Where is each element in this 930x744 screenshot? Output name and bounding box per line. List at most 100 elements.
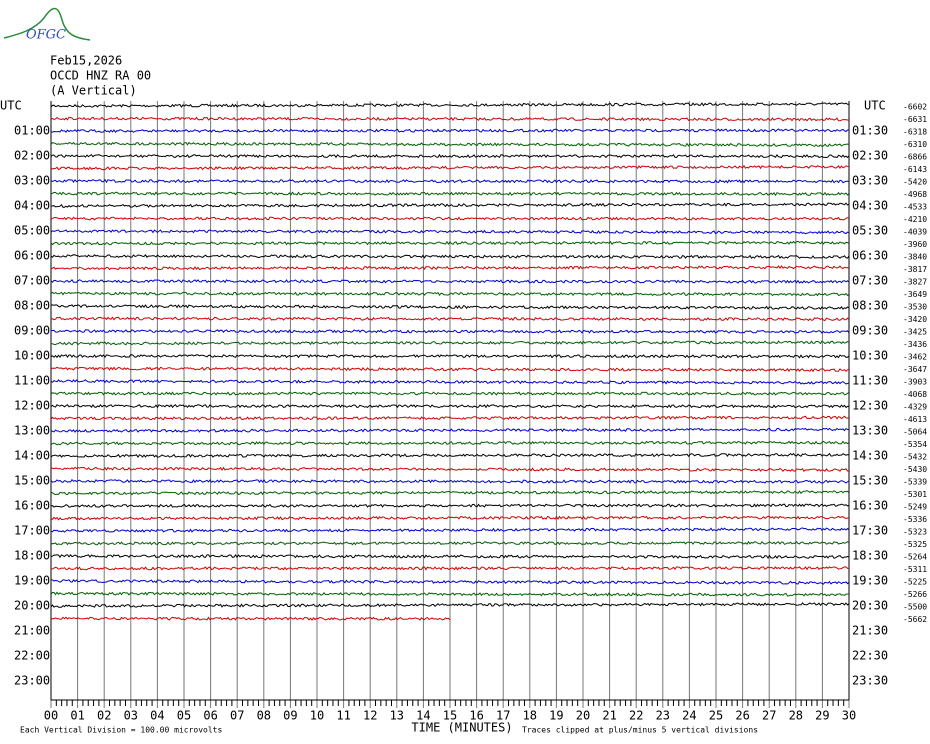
logo-curve <box>3 7 91 41</box>
trace-offset: -5420 <box>903 178 927 187</box>
x-tick-label: 14 <box>416 709 430 723</box>
trace <box>50 616 451 621</box>
trace-offset: -6866 <box>903 153 927 162</box>
left-hour-label: 02:00 <box>14 149 50 163</box>
trace-offset: -3425 <box>903 328 927 337</box>
right-hour-label: 03:30 <box>852 174 888 188</box>
left-hour-label: 17:00 <box>14 524 50 538</box>
trace <box>50 178 850 184</box>
left-hour-label: 18:00 <box>14 549 50 563</box>
trace-offset: -3960 <box>903 240 927 249</box>
trace-offset: -3420 <box>903 315 927 324</box>
x-tick-label: 26 <box>735 709 749 723</box>
x-tick-label: 09 <box>283 709 297 723</box>
trace <box>50 391 850 396</box>
trace <box>50 503 850 508</box>
x-tick-label: 17 <box>496 709 510 723</box>
trace <box>50 379 850 385</box>
trace <box>50 566 850 571</box>
trace <box>50 591 850 597</box>
trace <box>50 540 850 546</box>
trace <box>50 102 850 108</box>
x-tick-label: 03 <box>124 709 138 723</box>
trace <box>50 153 850 159</box>
right-hour-label: 19:30 <box>852 574 888 588</box>
x-tick-label: 29 <box>815 709 829 723</box>
trace-offset: -3649 <box>903 290 927 299</box>
x-tick-label: 19 <box>549 709 563 723</box>
right-hour-label: 15:30 <box>852 474 888 488</box>
trace <box>50 440 850 446</box>
x-tick-label: 25 <box>709 709 723 723</box>
left-hour-label: 23:00 <box>14 674 50 688</box>
trace <box>50 466 850 472</box>
left-hour-label: 05:00 <box>14 224 50 238</box>
x-tick-label: 15 <box>443 709 457 723</box>
x-tick-label: 18 <box>523 709 537 723</box>
left-hour-label: 03:00 <box>14 174 50 188</box>
trace <box>50 490 850 496</box>
trace <box>50 240 850 246</box>
left-hour-label: 15:00 <box>14 474 50 488</box>
trace-offset: -3436 <box>903 340 927 349</box>
x-tick-label: 20 <box>576 709 590 723</box>
trace <box>50 354 850 359</box>
right-hour-label: 22:30 <box>852 649 888 663</box>
right-utc: UTC <box>864 99 886 113</box>
trace-offset: -5662 <box>903 615 927 624</box>
trace-offset: -4210 <box>903 215 927 224</box>
x-tick-label: 30 <box>842 709 856 723</box>
right-hour-label: 06:30 <box>852 249 888 263</box>
x-tick-label: 10 <box>310 709 324 723</box>
trace-offset: -5225 <box>903 578 927 587</box>
logo: OFGC <box>26 28 66 43</box>
trace <box>50 141 850 147</box>
right-hour-label: 11:30 <box>852 374 888 388</box>
trace-offset: -5323 <box>903 528 927 537</box>
trace-offset: -6143 <box>903 165 927 174</box>
right-hour-label: 07:30 <box>852 274 888 288</box>
x-axis-title: TIME (MINUTES) <box>411 721 512 735</box>
left-hour-label: 11:00 <box>14 374 50 388</box>
trace <box>51 578 850 585</box>
trace <box>50 452 850 459</box>
trace <box>50 329 850 334</box>
trace <box>50 278 850 284</box>
trace-offset: -5266 <box>903 590 927 599</box>
x-tick-label: 24 <box>682 709 696 723</box>
trace <box>50 202 850 208</box>
x-tick-label: 16 <box>469 709 483 723</box>
right-hour-label: 20:30 <box>852 599 888 613</box>
trace <box>50 229 850 235</box>
right-hour-label: 08:30 <box>852 299 888 313</box>
clip-note: Traces clipped at plus/minus 5 vertical … <box>522 726 758 735</box>
trace-offset: -5336 <box>903 515 927 524</box>
left-hour-label: 09:00 <box>14 324 50 338</box>
trace-offset: -6318 <box>903 128 927 137</box>
x-tick-label: 06 <box>203 709 217 723</box>
trace <box>50 216 850 221</box>
trace <box>50 366 850 373</box>
right-hour-label: 18:30 <box>852 549 888 563</box>
trace <box>50 553 850 559</box>
right-hour-label: 13:30 <box>852 424 888 438</box>
right-hour-label: 23:30 <box>852 674 888 688</box>
trace-offset: -6310 <box>903 140 927 149</box>
trace-offset: -5339 <box>903 478 927 487</box>
trace-offset: -5249 <box>903 503 927 512</box>
x-tick-label: 05 <box>177 709 191 723</box>
x-tick-label: 22 <box>629 709 643 723</box>
trace-offset: -3530 <box>903 303 927 312</box>
date: Feb15,2026 <box>50 54 122 68</box>
trace <box>50 602 850 608</box>
right-hour-label: 09:30 <box>852 324 888 338</box>
trace-offset: -6602 <box>903 103 927 112</box>
trace-offset: -3817 <box>903 265 927 274</box>
x-tick-label: 11 <box>336 709 350 723</box>
x-tick-label: 13 <box>390 709 404 723</box>
trace-offset: -5264 <box>903 553 927 562</box>
trace-offset: -6631 <box>903 115 927 124</box>
trace-offset: -5432 <box>903 453 927 462</box>
left-hour-label: 16:00 <box>14 499 50 513</box>
